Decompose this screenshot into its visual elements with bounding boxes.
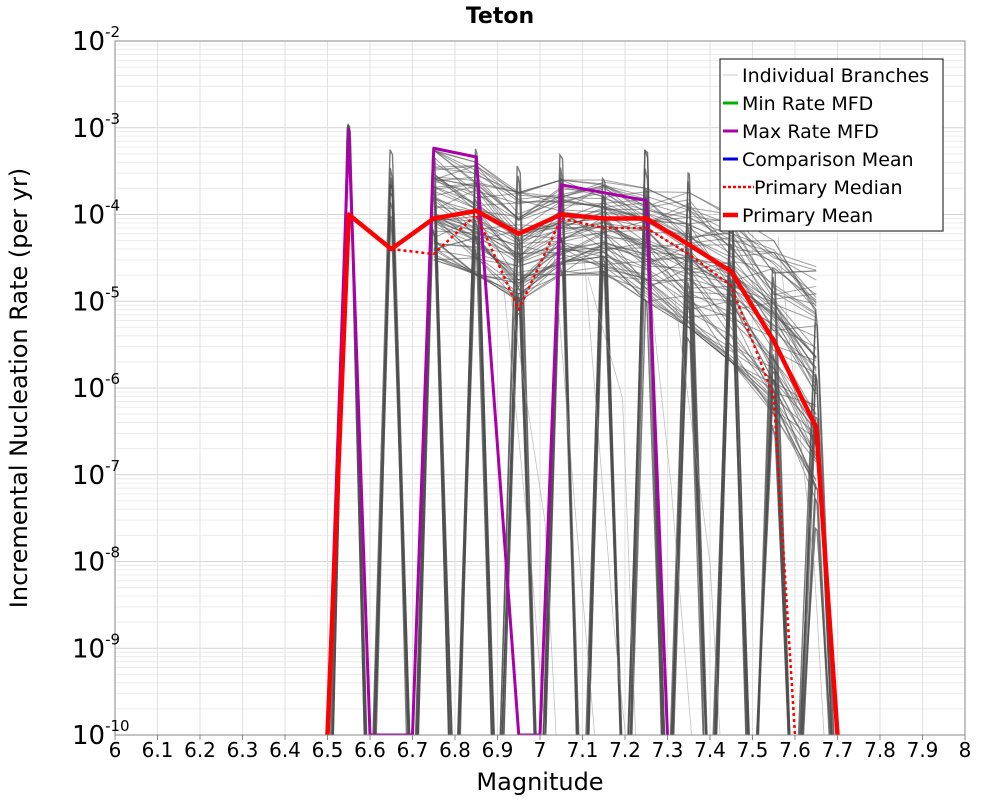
legend-label: Individual Branches [742, 65, 929, 87]
series-primary-median [326, 213, 797, 735]
branch-spike-line [372, 191, 408, 735]
x-tick-label: 7.9 [907, 738, 939, 762]
x-axis-label: Magnitude [476, 768, 603, 796]
y-tick-label: 10-5 [72, 283, 120, 317]
branch-spike-line [503, 283, 537, 735]
branch-line-faint [673, 291, 721, 735]
y-tick-label: 10-7 [72, 457, 120, 491]
y-axis-label: Incremental Nucleation Rate (per yr) [5, 168, 33, 608]
x-tick-label: 7.7 [822, 738, 854, 762]
x-tick-label: 7.5 [737, 738, 769, 762]
branch-spike-line [670, 337, 704, 735]
branch-line [433, 217, 817, 358]
branch-line-faint [500, 261, 546, 735]
x-tick-label: 6 [109, 738, 122, 762]
x-tick-label: 6.3 [227, 738, 259, 762]
branch-spike-line [501, 312, 535, 735]
branch-line [433, 219, 817, 433]
y-tick-label: 10-6 [72, 370, 120, 404]
branch-line [433, 165, 817, 310]
branch-line-faint [587, 276, 636, 735]
branch-spike-line [499, 165, 537, 735]
branch-line [433, 180, 817, 296]
branch-spike-line [669, 181, 705, 735]
x-tick-label: 6.1 [142, 738, 174, 762]
branch-line [433, 156, 817, 314]
branch-line [433, 149, 817, 281]
y-tick-label: 10-2 [72, 23, 120, 57]
x-tick-label: 7.3 [652, 738, 684, 762]
series-primary-mean [325, 208, 840, 735]
legend-box [719, 58, 944, 232]
legend-label: Primary Median [754, 177, 903, 199]
x-tick-label: 6.8 [439, 738, 471, 762]
branch-spike-line [588, 270, 622, 735]
x-tick-label: 7.2 [609, 738, 641, 762]
y-tick-label: 10-4 [72, 197, 120, 231]
branch-line [433, 210, 817, 386]
branch-line [433, 200, 817, 349]
x-tick-label: 7.6 [779, 738, 811, 762]
branch-line [433, 198, 817, 316]
x-tick-label: 8 [959, 738, 972, 762]
branch-line [433, 195, 817, 391]
branch-line-faint [647, 265, 692, 735]
branch-line [433, 257, 817, 491]
x-tick-label: 7 [534, 738, 547, 762]
y-axis-ticks: 10-10 10-9 10-8 10-7 10-6 10-5 10-4 10-3 10-2 [72, 23, 130, 751]
y-tick-label: 10-8 [72, 544, 120, 578]
x-axis-ticks: 6 6.1 6.2 6.3 6.4 6.5 6.6 6.7 6.8 6.9 7 7.1 7.2 7.3 7.… [109, 735, 972, 762]
branch-spike-line [756, 354, 790, 735]
y-tick-label: 10-9 [72, 630, 120, 664]
series-max-rate-mfd [326, 128, 669, 735]
x-tick-label: 6.5 [312, 738, 344, 762]
branch-line-faint [583, 251, 626, 735]
branch-line [433, 249, 817, 502]
x-tick-label: 6.4 [269, 738, 301, 762]
branch-line [433, 185, 817, 322]
x-tick-label: 6.2 [184, 738, 216, 762]
branch-line [433, 217, 817, 370]
branch-line [433, 247, 817, 439]
x-tick-label: 7.4 [694, 738, 726, 762]
y-tick-label: 10-3 [72, 110, 120, 144]
x-tick-label: 7.8 [864, 738, 896, 762]
legend-label: Min Rate MFD [742, 93, 873, 115]
legend-label: Comparison Mean [742, 149, 914, 171]
branch-line [433, 150, 817, 307]
branch-line-faint [509, 288, 557, 735]
branch-line-faint [777, 236, 825, 735]
branch-line [433, 176, 817, 358]
branch-line [433, 238, 817, 435]
chart-title: Teton [466, 4, 534, 29]
branch-line [433, 216, 817, 457]
branch-spike-line [802, 485, 831, 735]
branch-line [433, 256, 817, 454]
branch-line [433, 165, 817, 300]
legend: Individual Branches Min Rate MFD Max Rate … [719, 58, 944, 232]
branch-line [433, 214, 817, 457]
branch-line [433, 189, 817, 358]
legend-label: Primary Mean [742, 205, 873, 227]
x-tick-label: 7.1 [567, 738, 599, 762]
y-tick-label: 10-10 [72, 717, 130, 751]
branch-spike-line [587, 224, 622, 735]
branch-spike-line [457, 148, 492, 735]
branch-spike-line [374, 177, 409, 735]
branch-line [433, 203, 817, 395]
series-lines [325, 128, 840, 735]
branch-line-faint [550, 218, 596, 735]
legend-label: Max Rate MFD [742, 121, 879, 143]
x-tick-label: 6.6 [354, 738, 386, 762]
x-tick-label: 6.9 [482, 738, 514, 762]
x-tick-label: 6.7 [397, 738, 429, 762]
branch-spike-line [457, 248, 493, 735]
branch-line [433, 176, 817, 305]
